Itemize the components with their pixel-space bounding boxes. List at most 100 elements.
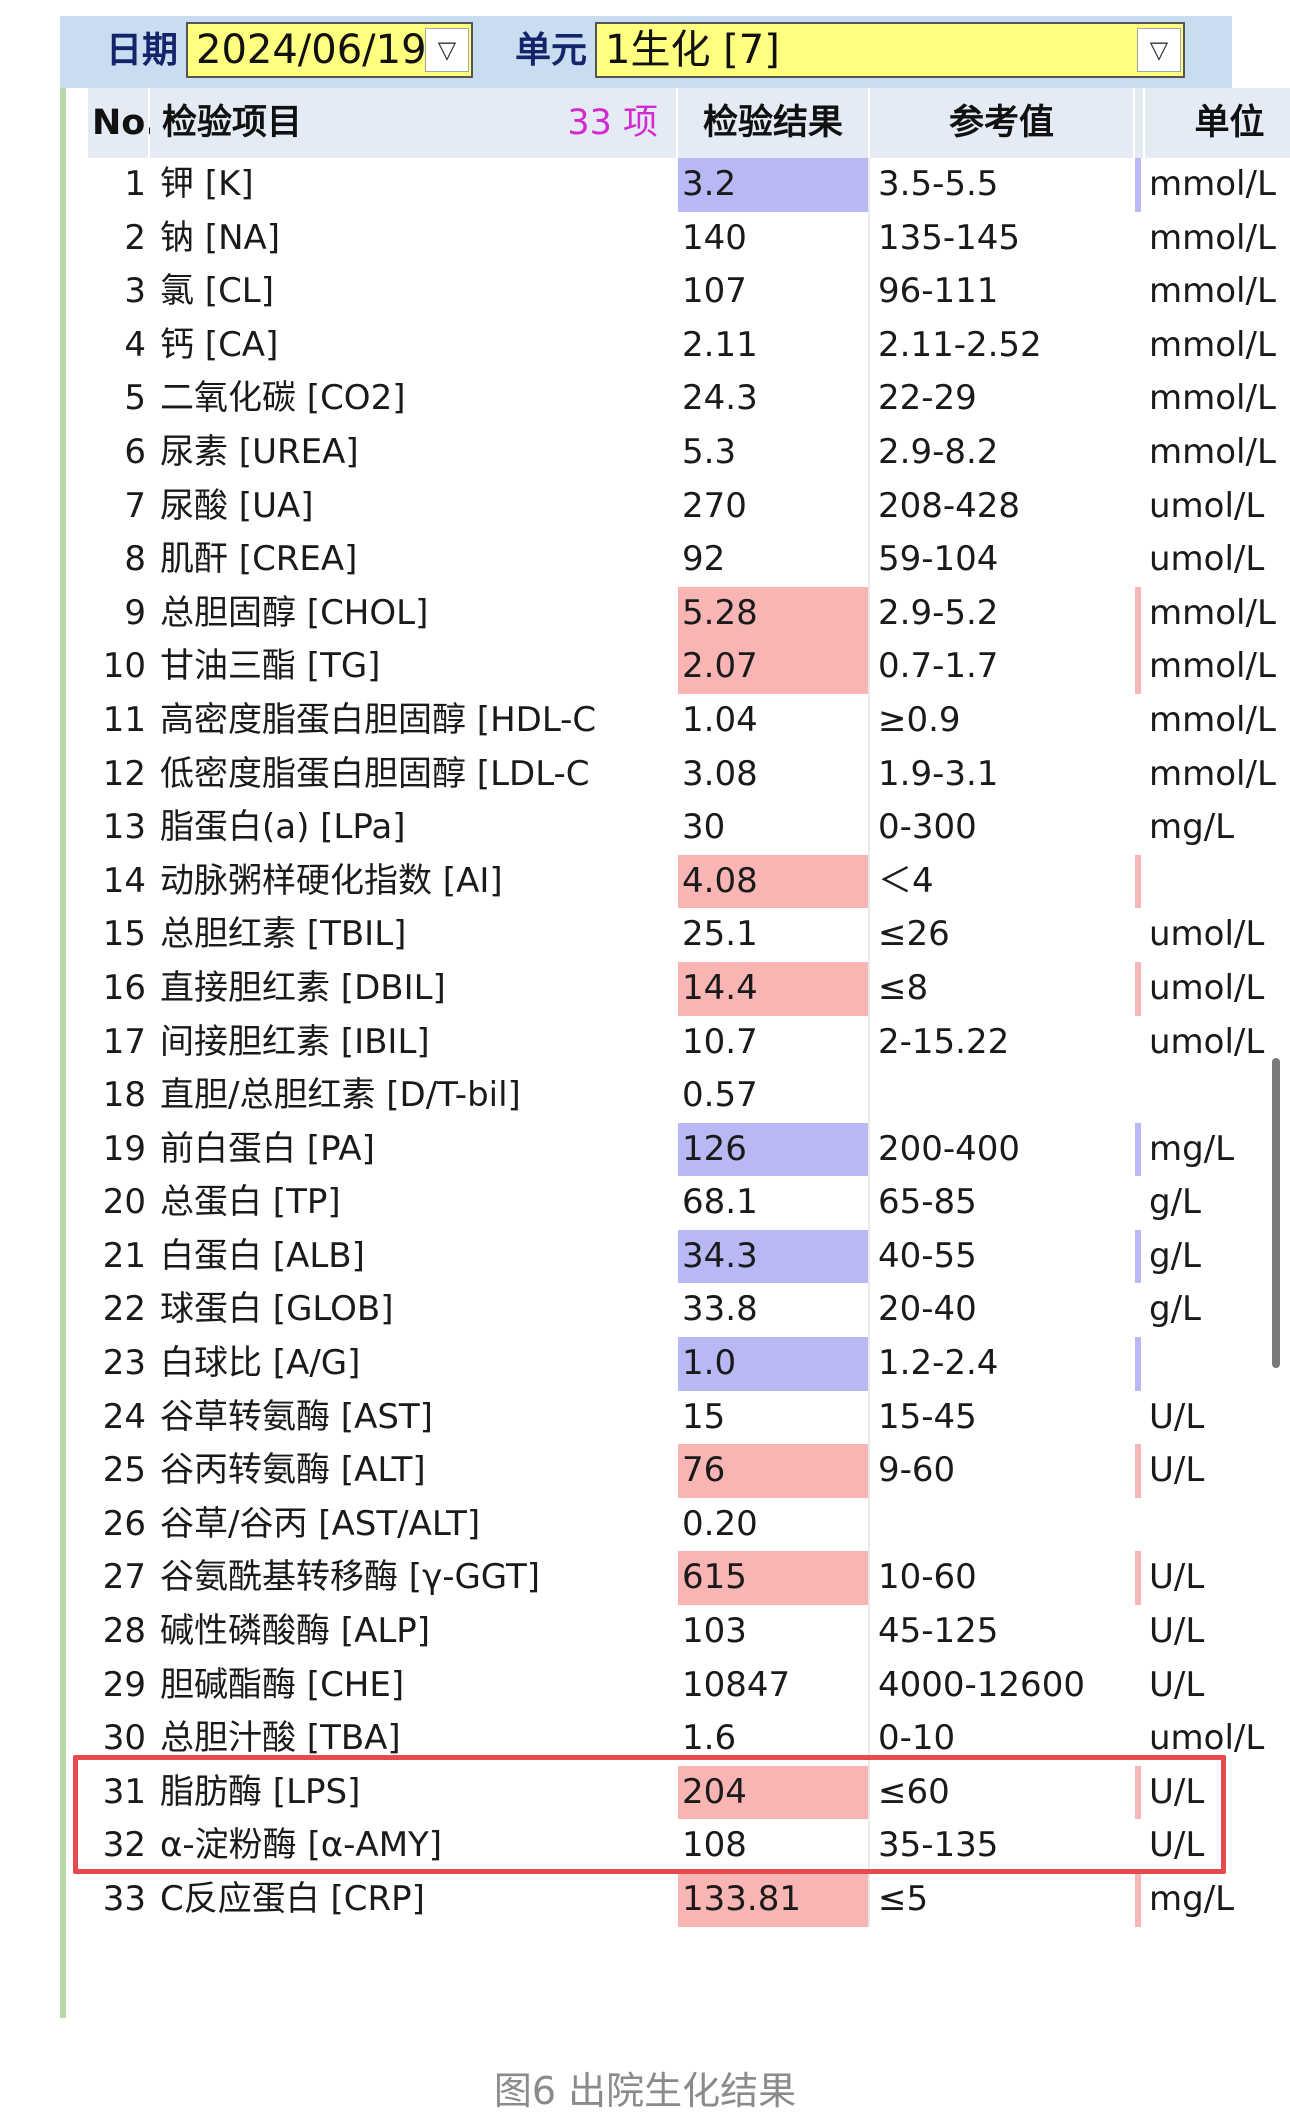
row-unit: g/L: [1149, 1289, 1201, 1330]
row-result: 76: [678, 1444, 870, 1498]
table-row[interactable]: 14 动脉粥样硬化指数 [AI] 4.08 ＜4: [88, 854, 1232, 909]
row-unit: umol/L: [1149, 485, 1265, 526]
row-item: 谷丙转氨酶 [ALT]: [160, 1450, 426, 1491]
flag-marker: [1135, 158, 1141, 212]
row-no: 9: [124, 592, 146, 633]
row-reference: 208-428: [878, 485, 1021, 526]
flag-marker: [1135, 372, 1141, 426]
table-row[interactable]: 18 直胆/总胆红素 [D/T-bil] 0.57: [88, 1069, 1232, 1123]
row-item: 二氧化碳 [CO2]: [160, 378, 406, 419]
table-row[interactable]: 12 低密度脂蛋白胆固醇 [LDL-C 3.08 1.9-3.1 mmol/L: [88, 747, 1276, 802]
row-item: 总胆固醇 [CHOL]: [160, 592, 429, 633]
flag-marker: [1135, 1444, 1141, 1498]
table-row[interactable]: 29 胆碱酯酶 [CHE] 10847 4000-12600 U/L: [88, 1658, 1232, 1713]
table-row[interactable]: 24 谷草转氨酶 [AST] 15 15-45 U/L: [88, 1390, 1232, 1445]
row-unit: mmol/L: [1149, 378, 1276, 419]
flag-marker: [1135, 1765, 1141, 1820]
table-row[interactable]: 5 二氧化碳 [CO2] 24.3 22-29 mmol/L: [88, 372, 1276, 426]
row-unit: umol/L: [1149, 1718, 1265, 1759]
flag-marker: [1135, 1176, 1141, 1230]
flag-marker: [1135, 748, 1141, 802]
table-row[interactable]: 6 尿素 [UREA] 5.3 2.9-8.2 mmol/L: [88, 425, 1276, 480]
table-row[interactable]: 19 前白蛋白 [PA] 126 200-400 mg/L: [88, 1122, 1234, 1177]
table-row[interactable]: 22 球蛋白 [GLOB] 33.8 20-40 g/L: [88, 1283, 1232, 1338]
row-reference: 45-125: [878, 1611, 999, 1652]
header-unit[interactable]: 单位: [1145, 88, 1290, 158]
table-row[interactable]: 3 氯 [CL] 107 96-111 mmol/L: [88, 265, 1276, 319]
table-row[interactable]: 4 钙 [CA] 2.11 2.11-2.52 mmol/L: [88, 318, 1276, 373]
table-row[interactable]: 27 谷氨酰基转移酶 [γ-GGT] 615 10-60 U/L: [88, 1551, 1232, 1606]
table-row[interactable]: 2 钠 [NA] 140 135-145 mmol/L: [88, 211, 1276, 266]
table-row[interactable]: 7 尿酸 [UA] 270 208-428 umol/L: [88, 479, 1264, 534]
table-row[interactable]: 32 α-淀粉酶 [α-AMY] 108 35-135 U/L: [88, 1819, 1232, 1873]
flag-marker: [1135, 1873, 1141, 1927]
table-row[interactable]: 30 总胆汁酸 [TBA] 1.6 0-10 umol/L: [88, 1712, 1264, 1766]
table-row[interactable]: 25 谷丙转氨酶 [ALT] 76 9-60 U/L: [88, 1444, 1232, 1498]
chevron-down-icon[interactable]: ▽: [1137, 28, 1181, 72]
figure-caption: 图6 出院生化结果: [493, 2069, 797, 2113]
flag-marker: [1135, 908, 1141, 962]
header-no[interactable]: No.: [88, 88, 159, 158]
row-item: 钾 [K]: [160, 164, 254, 204]
row-item: 直接胆红素 [DBIL]: [160, 967, 446, 1008]
table-row[interactable]: 13 脂蛋白(a) [LPa] 30 0-300 mg/L: [88, 801, 1234, 855]
row-no: 13: [102, 807, 146, 848]
header-item[interactable]: 检验项目 33 项: [150, 88, 678, 158]
scrollbar[interactable]: [1272, 1058, 1280, 1368]
row-unit: mmol/L: [1149, 753, 1276, 794]
row-reference: 2.11-2.52: [878, 324, 1042, 365]
table-row[interactable]: 11 高密度脂蛋白胆固醇 [HDL-C 1.04 ≥0.9 mmol/L: [88, 693, 1276, 748]
row-unit: [1145, 855, 1290, 909]
row-result: 25.1: [678, 908, 870, 962]
table-row[interactable]: 8 肌酐 [CREA] 92 59-104 umol/L: [88, 533, 1264, 587]
date-combobox[interactable]: 2024/06/19 ▽: [186, 22, 473, 78]
table-row[interactable]: 1 钾 [K] 3.2 3.5-5.5 mmol/L: [88, 158, 1276, 212]
row-unit: [1145, 1498, 1290, 1552]
table-row[interactable]: 21 白蛋白 [ALB] 34.3 40-55 g/L: [88, 1229, 1232, 1284]
row-item: 高密度脂蛋白胆固醇 [HDL-C: [160, 699, 597, 740]
row-reference: ≤8: [870, 961, 1135, 1016]
row-no: 12: [102, 753, 146, 794]
row-no: 16: [102, 967, 146, 1008]
row-reference: 65-85: [878, 1182, 977, 1223]
row-item: α-淀粉酶 [α-AMY]: [160, 1825, 443, 1866]
row-item: 总胆红素 [TBIL]: [160, 914, 407, 955]
row-no: 23: [102, 1343, 146, 1384]
chevron-down-icon[interactable]: ▽: [425, 28, 469, 72]
row-unit: umol/L: [1149, 1021, 1265, 1062]
header-result[interactable]: 检验结果: [678, 88, 870, 158]
row-result: 68.1: [678, 1176, 870, 1230]
table-row[interactable]: 17 间接胆红素 [IBIL] 10.7 2-15.22 umol/L: [88, 1015, 1264, 1070]
toolbar: 日期 2024/06/19 ▽ 单元 1生化 [7] ▽: [60, 16, 1232, 88]
table-row[interactable]: 28 碱性磷酸酶 [ALP] 103 45-125 U/L: [88, 1605, 1232, 1659]
grid-header: No. 检验项目 33 项 检验结果 参考值 单位: [88, 88, 1290, 158]
row-unit: mmol/L: [1149, 271, 1276, 312]
flag-marker: [1135, 1551, 1141, 1606]
row-result: 92: [678, 533, 870, 587]
table-row[interactable]: 10 甘油三酯 [TG] 2.07 0.7-1.7 mmol/L: [88, 640, 1276, 694]
table-row[interactable]: 26 谷草/谷丙 [AST/ALT] 0.20: [88, 1497, 1232, 1552]
flag-marker: [1135, 961, 1141, 1016]
table-row[interactable]: 20 总蛋白 [TP] 68.1 65-85 g/L: [88, 1176, 1232, 1230]
row-result: 3.08: [678, 747, 870, 802]
row-result: 133.81: [678, 1873, 870, 1927]
row-reference: ≤26: [878, 914, 950, 955]
table-row[interactable]: 33 C反应蛋白 [CRP] 133.81 ≤5 mg/L: [88, 1873, 1234, 1927]
header-reference[interactable]: 参考值: [870, 88, 1135, 158]
table-row[interactable]: 23 白球比 [A/G] 1.0 1.2-2.4: [88, 1337, 1232, 1391]
flag-marker: [1135, 640, 1141, 694]
table-row[interactable]: 9 总胆固醇 [CHOL] 5.28 2.9-5.2 mmol/L: [88, 586, 1276, 641]
flag-marker: [1135, 1391, 1141, 1445]
table-row[interactable]: 16 直接胆红素 [DBIL] 14.4 ≤8 umol/L: [88, 961, 1264, 1016]
row-unit: U/L: [1149, 1825, 1205, 1866]
row-reference: 9-60: [870, 1444, 1135, 1498]
table-row[interactable]: 31 脂肪酶 [LPS] 204 ≤60 U/L: [88, 1765, 1232, 1820]
unit-value: 1生化 [7]: [605, 27, 780, 73]
unit-combobox[interactable]: 1生化 [7] ▽: [595, 22, 1185, 78]
row-no: 5: [124, 378, 146, 419]
flag-marker: [1135, 426, 1141, 480]
row-result: 5.3: [678, 425, 870, 480]
table-row[interactable]: 15 总胆红素 [TBIL] 25.1 ≤26 umol/L: [88, 908, 1264, 962]
row-unit: umol/L: [1149, 539, 1265, 580]
row-unit: U/L: [1149, 1664, 1205, 1705]
